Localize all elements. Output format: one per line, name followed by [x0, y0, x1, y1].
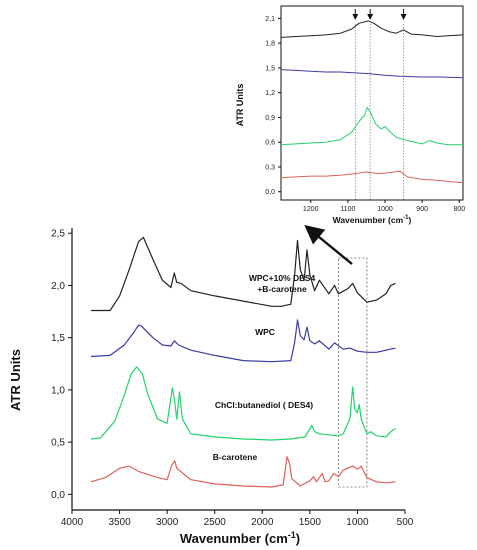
series-label-wpc-10-des4-b-carotene-1: +B-carotene: [257, 284, 307, 294]
inset-series-line-2: [280, 107, 463, 146]
inset-y-tick-label-1-5: 1,5: [265, 65, 275, 72]
inset-x-axis-title-tail: ): [409, 215, 412, 225]
main-x-tick-label-500: 500: [397, 517, 414, 528]
inset-x-axis-title-sup: -1: [403, 215, 409, 221]
series-label-wpc-0: WPC: [255, 327, 275, 337]
inset-plot-frame: [280, 5, 464, 201]
inset-y-tick-label-0-0: 0,0: [265, 189, 275, 196]
inset-x-tick-label-900: 900: [416, 206, 428, 213]
main-y-tick-label-0-0: 0,0: [51, 490, 65, 501]
main-x-axis-title-text: Wavenumber (cm: [180, 531, 288, 546]
main-y-tick-label-2-0: 2,0: [51, 281, 65, 292]
main-tick-group: 4000 3500 3000 2500 2000 1500 1000 500 0,0 0,5 1,0…: [51, 229, 414, 528]
main-x-tick-label-4000: 4000: [61, 517, 84, 528]
inset-x-tick-label-800: 800: [453, 206, 465, 213]
main-chart: WPC+10% DES4+B-carotene WPC ChCl:butanedio…: [8, 228, 414, 546]
inset-x-axis-title: Wavenumber (cm-1): [333, 215, 412, 225]
series-label-chcl-butanediol-des4-0: ChCl:butanediol ( DES4): [215, 400, 313, 410]
series-label-wpc-10-des4-b-carotene-0: WPC+10% DES4: [249, 273, 316, 283]
inset-tick-group: 1200 1100 1000 900 800 0,0 0,3 0,6 0,9 1,2 1,5 1,8 2…: [265, 16, 465, 213]
main-y-tick-label-1-5: 1,5: [51, 333, 65, 344]
main-series-labels: WPC+10% DES4+B-carotene WPC ChCl:butanedio…: [213, 273, 316, 462]
main-x-tick-label-2000: 2000: [251, 517, 274, 528]
main-x-axis-title-sup: -1: [288, 530, 296, 540]
main-x-tick-label-1000: 1000: [346, 517, 369, 528]
inset-x-axis-title-text: Wavenumber (cm: [333, 215, 404, 225]
inset-y-tick-label-2-1: 2,1: [265, 16, 275, 23]
inset-series-line-0: [280, 20, 464, 38]
inset-x-tick-label-1000: 1000: [377, 206, 393, 213]
main-x-tick-label-2500: 2500: [204, 517, 227, 528]
main-x-tick-label-3000: 3000: [156, 517, 179, 528]
main-x-axis-title: Wavenumber (cm-1): [180, 530, 300, 546]
zoom-region-box: [337, 257, 368, 488]
inset-y-axis-title: ATR Units: [235, 84, 245, 127]
main-y-tick-label-0-5: 0,5: [51, 438, 65, 449]
main-y-tick-label-1-0: 1,0: [51, 385, 65, 396]
inset-y-tick-label-0-6: 0,6: [265, 140, 275, 147]
main-y-tick-label-2-5: 2,5: [51, 229, 65, 240]
inset-y-tick-label-1-8: 1,8: [265, 41, 275, 48]
main-y-axis-title: ATR Units: [8, 349, 23, 411]
inset-y-tick-label-0-9: 0,9: [265, 115, 275, 122]
main-x-tick-label-3500: 3500: [108, 517, 131, 528]
main-x-axis-title-tail: ): [296, 531, 300, 546]
inset-chart: 1200 1100 1000 900 800 0,0 0,3 0,6 0,9 1,2 1,5 1,8 2…: [235, 5, 465, 225]
main-plot-frame: [71, 228, 405, 511]
inset-x-tick-label-1200: 1200: [303, 206, 319, 213]
inset-frame-rect: [280, 5, 464, 201]
inset-y-tick-label-1-2: 1,2: [265, 90, 275, 97]
main-series-line-b-carotene: [90, 456, 396, 488]
inset-series-group: [280, 20, 464, 184]
main-x-tick-label-1500: 1500: [299, 517, 322, 528]
inset-y-tick-label-0-3: 0,3: [265, 164, 275, 171]
inset-x-tick-label-1100: 1100: [340, 206, 355, 213]
series-label-b-carotene-0: B-carotene: [213, 452, 258, 462]
inset-series-line-1: [280, 69, 464, 79]
main-series-line-chcl-butanediol-des4: [90, 366, 396, 441]
inset-series-line-3: [280, 170, 464, 184]
main-series-line-wpc: [90, 319, 396, 363]
zoom-connector-arrow: [304, 224, 353, 265]
main-series-group: [90, 236, 396, 488]
main-series-line-wpc-10-des4-b-carotene: [91, 236, 396, 312]
inset-markers-group: [352, 9, 407, 200]
